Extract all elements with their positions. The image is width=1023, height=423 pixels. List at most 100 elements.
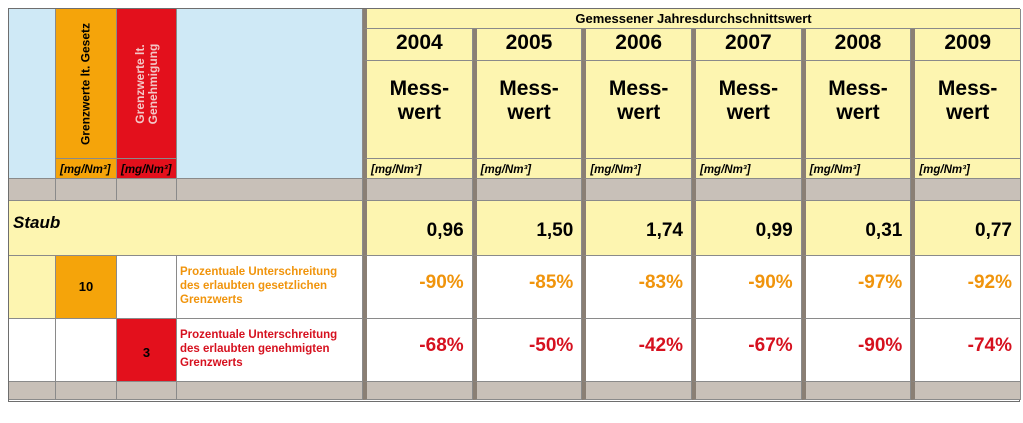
staub-value-cell: 0,31 <box>801 201 912 256</box>
messwert-label: Mess-wert <box>696 77 801 125</box>
staub-value-cell: 1,50 <box>472 201 583 256</box>
genehmigung-percent-cell: -90% <box>801 319 912 382</box>
row1-desc-cell: Prozentuale Unterschreitung des erlaubte… <box>177 256 363 319</box>
staub-value-cell: 0,96 <box>363 201 473 256</box>
spacer-cell <box>911 382 1021 400</box>
messwert-line: wert <box>507 101 551 124</box>
genehmigung-percent-cell: -74% <box>911 319 1021 382</box>
row1-empty-genehmigung <box>117 256 177 319</box>
spacer-cell <box>363 382 473 400</box>
messwert-line: wert <box>617 101 661 124</box>
unit-label: [mg/Nm³] <box>700 164 751 176</box>
desc-line: Prozentuale Unterschreitung <box>180 329 338 341</box>
messwert-line: Mess- <box>828 77 888 100</box>
row2-desc: Prozentuale Unterschreitung des erlaubte… <box>180 328 337 370</box>
spacer-cell <box>801 179 912 201</box>
limit-gesetz-cell: 10 <box>56 256 117 319</box>
limit-genehmigung-cell: 3 <box>117 319 177 382</box>
genehmigung-percent: -68% <box>419 335 464 356</box>
staub-value: 0,96 <box>426 220 464 241</box>
year-unit-cell: [mg/Nm³] <box>582 159 692 179</box>
messwert-line: Mess- <box>718 77 779 100</box>
spacer-cell <box>363 179 473 201</box>
measurement-table: Grenzwerte lt. Gesetz Grenzwerte lt. Gen… <box>8 8 1021 402</box>
section-title-cell: Gemessener Jahresdurchschnittswert <box>363 9 1021 29</box>
messwert-line: wert <box>726 101 770 124</box>
gesetz-percent-cell: -85% <box>472 256 583 319</box>
spacer-cell <box>692 382 802 400</box>
spacer-cell <box>177 179 363 201</box>
unit-label: [mg/Nm³] <box>590 164 641 176</box>
messwert-label: Mess-wert <box>806 77 911 125</box>
spacer-cell <box>9 179 56 201</box>
substance-name-cell: Staub <box>9 201 363 256</box>
row2-desc-cell: Prozentuale Unterschreitung des erlaubte… <box>177 319 363 382</box>
messwert-label: Mess-wert <box>477 77 582 125</box>
messwert-line: wert <box>946 101 990 124</box>
genehmigung-percent: -90% <box>857 335 903 356</box>
unit-label: [mg/Nm³] <box>480 164 532 176</box>
year-unit-cell: [mg/Nm³] <box>692 159 802 179</box>
header-genehmigung-label: Grenzwerte lt. Genehmigung <box>132 43 160 124</box>
staub-value: 1,74 <box>646 220 683 241</box>
unit-label: [mg/Nm³] <box>371 164 422 176</box>
spacer-cell <box>582 382 692 400</box>
year-unit-cell: [mg/Nm³] <box>363 159 473 179</box>
row2-empty-gesetz <box>56 319 117 382</box>
substance-name: Staub <box>13 213 61 232</box>
spacer-cell <box>177 382 363 400</box>
gesetz-percent: -97% <box>857 272 903 293</box>
genehmigung-percent-cell: -68% <box>363 319 473 382</box>
desc-line: Grenzwerts <box>180 357 243 369</box>
genehmigung-percent: -67% <box>748 335 793 356</box>
gesetz-percent-cell: -90% <box>692 256 802 319</box>
unit-label: [mg/Nm³] <box>60 164 111 176</box>
staub-value-cell: 0,99 <box>692 201 802 256</box>
limit-gesetz-value: 10 <box>78 279 94 294</box>
staub-value: 0,31 <box>865 220 903 241</box>
header-gesetz: Grenzwerte lt. Gesetz <box>56 9 117 159</box>
year-header-cell: 2007 <box>692 29 802 61</box>
desc-line: Prozentuale Unterschreitung <box>180 266 338 278</box>
genehmigung-percent-cell: -67% <box>692 319 802 382</box>
messwert-line: wert <box>397 101 441 124</box>
year-unit-cell: [mg/Nm³] <box>472 159 583 179</box>
year-label: 2006 <box>615 31 663 54</box>
year-header-cell: 2008 <box>801 29 912 61</box>
limit-genehmigung-value: 3 <box>142 345 151 360</box>
desc-line: des erlaubten gesetzlichen <box>180 280 327 292</box>
section-title: Gemessener Jahresdurchschnittswert <box>575 11 812 26</box>
header-genehmigung: Grenzwerte lt. Genehmigung <box>117 9 177 159</box>
header-blank-cell <box>9 9 56 179</box>
spacer-cell <box>56 382 117 400</box>
spacer-cell <box>117 179 177 201</box>
row1-blank <box>9 256 56 319</box>
messwert-label: Mess-wert <box>586 77 691 125</box>
messwert-cell: Mess-wert <box>363 61 473 159</box>
unit-gesetz: [mg/Nm³] <box>56 159 117 179</box>
year-label: 2005 <box>505 31 553 54</box>
messwert-cell: Mess-wert <box>801 61 912 159</box>
messwert-line: Mess- <box>499 77 559 100</box>
row2-blank <box>9 319 56 382</box>
spacer-cell <box>56 179 117 201</box>
unit-genehmigung: [mg/Nm³] <box>117 159 177 179</box>
header-gesetz-label: Grenzwerte lt. Gesetz <box>78 22 93 145</box>
spacer-cell <box>117 382 177 400</box>
messwert-label: Mess-wert <box>915 77 1020 125</box>
year-header-cell: 2006 <box>582 29 692 61</box>
staub-value-cell: 1,74 <box>582 201 692 256</box>
gesetz-percent-cell: -97% <box>801 256 912 319</box>
messwert-label: Mess-wert <box>367 77 472 125</box>
desc-line: des erlaubten genehmigten <box>180 343 330 355</box>
messwert-line: Mess- <box>937 77 998 100</box>
messwert-line: Mess- <box>608 77 669 100</box>
year-header-cell: 2004 <box>363 29 473 61</box>
year-unit-cell: [mg/Nm³] <box>801 159 912 179</box>
gesetz-percent: -90% <box>419 272 464 293</box>
messwert-cell: Mess-wert <box>582 61 692 159</box>
genehmigung-percent: -74% <box>967 335 1012 356</box>
genehmigung-percent: -50% <box>528 335 574 356</box>
gesetz-percent: -83% <box>638 272 683 293</box>
spacer-cell <box>472 382 583 400</box>
